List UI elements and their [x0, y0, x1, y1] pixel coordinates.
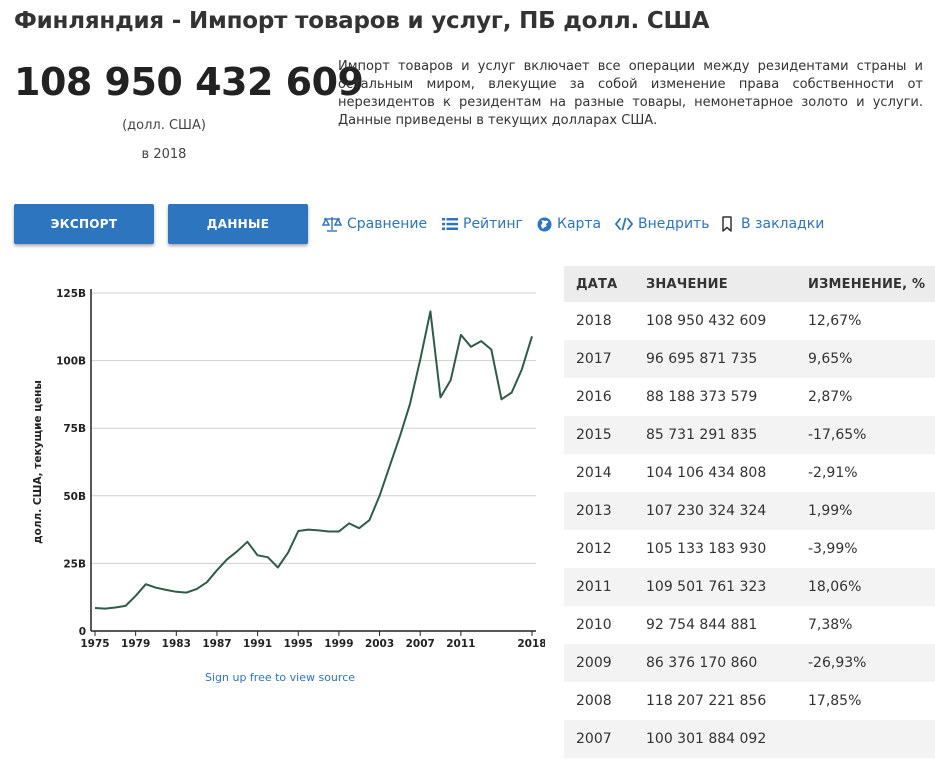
- y-tick-label: 25B: [63, 558, 86, 570]
- data-table: ДАТА ЗНАЧЕНИЕ ИЗМЕНЕНИЕ, % 2018 108 950 4…: [564, 266, 935, 758]
- x-tick-label: 1991: [243, 638, 272, 650]
- table-row: 2007 100 301 884 092: [564, 720, 935, 758]
- scales-icon: [322, 217, 342, 232]
- bookmark-label: В закладки: [741, 216, 825, 232]
- row-change: 9,65%: [808, 351, 853, 367]
- code-icon: [615, 217, 633, 231]
- row-change: 17,85%: [808, 693, 862, 709]
- table-row: 2012 105 133 183 930 -3,99%: [564, 530, 935, 568]
- row-date: 2010: [576, 617, 612, 633]
- row-date: 2014: [576, 465, 612, 481]
- indicator-description: Импорт товаров и услуг включает все опер…: [338, 59, 923, 128]
- row-value: 109 501 761 323: [646, 579, 767, 595]
- rating-link[interactable]: Рейтинг: [442, 214, 523, 234]
- map-link[interactable]: Карта: [537, 214, 601, 234]
- compare-link[interactable]: Сравнение: [322, 214, 427, 234]
- table-body: 2018 108 950 432 609 12,67% 2017 96 695 871 …: [564, 302, 935, 758]
- headline-value: 108 950 432 609: [14, 60, 364, 104]
- x-tick-label: 2003: [365, 638, 394, 650]
- compare-label: Сравнение: [347, 216, 428, 232]
- row-change: 12,67%: [808, 313, 862, 329]
- table-row: 2018 108 950 432 609 12,67%: [564, 302, 935, 340]
- row-date: 2009: [576, 655, 612, 671]
- x-tick-label: 1987: [202, 638, 231, 650]
- x-tick-label: 2011: [446, 638, 475, 650]
- table-row: 2015 85 731 291 835 -17,65%: [564, 416, 935, 454]
- x-tick-label: 1995: [284, 638, 313, 650]
- x-tick-label: 1999: [324, 638, 353, 650]
- row-value: 108 950 432 609: [646, 313, 767, 329]
- row-date: 2017: [576, 351, 612, 367]
- row-date: 2015: [576, 427, 612, 443]
- table-row: 2011 109 501 761 323 18,06%: [564, 568, 935, 606]
- row-date: 2018: [576, 313, 612, 329]
- row-value: 100 301 884 092: [646, 731, 767, 747]
- row-change: 18,06%: [808, 579, 862, 595]
- y-tick-label: 50B: [63, 491, 86, 503]
- row-change: -2,91%: [808, 465, 858, 481]
- embed-link[interactable]: Внедрить: [615, 214, 709, 234]
- row-value: 92 754 844 881: [646, 617, 758, 633]
- row-value: 104 106 434 808: [646, 465, 767, 481]
- row-date: 2008: [576, 693, 612, 709]
- row-date: 2012: [576, 541, 612, 557]
- imports-line-chart: 0 25B 50B 75B 100B 125B 1975 1979 1983 1987 1991 19…: [32, 288, 545, 650]
- x-tick-label: 2007: [406, 638, 435, 650]
- data-button[interactable]: ДАННЫЕ: [168, 204, 308, 244]
- table-row: 2013 107 230 324 324 1,99%: [564, 492, 935, 530]
- table-header: ДАТА ЗНАЧЕНИЕ ИЗМЕНЕНИЕ, %: [564, 266, 935, 302]
- map-label: Карта: [557, 216, 602, 232]
- row-change: -26,93%: [808, 655, 867, 671]
- list-icon: [442, 218, 458, 230]
- row-value: 88 188 373 579: [646, 389, 758, 405]
- x-tick-label: 2018: [517, 638, 545, 650]
- row-change: 2,87%: [808, 389, 853, 405]
- header-value: ЗНАЧЕНИЕ: [646, 276, 728, 292]
- bookmark-link[interactable]: В закладки: [720, 214, 824, 234]
- embed-label: Внедрить: [638, 216, 710, 232]
- imports-series-line: [94, 310, 533, 610]
- row-value: 96 695 871 735: [646, 351, 758, 367]
- x-tick-label: 1983: [162, 638, 191, 650]
- row-value: 107 230 324 324: [646, 503, 767, 519]
- row-change: -17,65%: [808, 427, 867, 443]
- rating-label: Рейтинг: [463, 216, 523, 232]
- row-value: 86 376 170 860: [646, 655, 758, 671]
- x-tick-label: 1975: [80, 638, 109, 650]
- header-date: ДАТА: [576, 276, 618, 292]
- y-tick-label: 100B: [56, 356, 86, 368]
- table-row: 2008 118 207 221 856 17,85%: [564, 682, 935, 720]
- value-unit: (долл. США): [122, 118, 206, 133]
- globe-icon: [537, 217, 552, 231]
- row-value: 105 133 183 930: [646, 541, 767, 557]
- bookmark-icon: [722, 216, 732, 232]
- table-row: 2009 86 376 170 860 -26,93%: [564, 644, 935, 682]
- chart-source-link[interactable]: Sign up free to view source: [204, 671, 356, 684]
- value-year: в 2018: [141, 147, 187, 162]
- row-date: 2007: [576, 731, 612, 747]
- y-tick-label: 75B: [63, 423, 86, 435]
- y-tick-label: 125B: [56, 288, 86, 300]
- x-tick-label: 1979: [121, 638, 150, 650]
- row-date: 2011: [576, 579, 612, 595]
- export-button[interactable]: ЭКСПОРТ: [14, 204, 154, 244]
- row-change: 1,99%: [808, 503, 853, 519]
- y-axis-label: долл. США, текущие цены: [32, 380, 44, 544]
- row-date: 2016: [576, 389, 612, 405]
- table-row: 2014 104 106 434 808 -2,91%: [564, 454, 935, 492]
- page-title: Финляндия - Импорт товаров и услуг, ПБ д…: [14, 8, 710, 34]
- header-change: ИЗМЕНЕНИЕ, %: [808, 276, 926, 292]
- row-value: 85 731 291 835: [646, 427, 758, 443]
- table-row: 2010 92 754 844 881 7,38%: [564, 606, 935, 644]
- y-tick-label: 0: [79, 626, 86, 638]
- row-change: 7,38%: [808, 617, 853, 633]
- row-date: 2013: [576, 503, 612, 519]
- row-change: -3,99%: [808, 541, 858, 557]
- table-row: 2016 88 188 373 579 2,87%: [564, 378, 935, 416]
- row-value: 118 207 221 856: [646, 693, 767, 709]
- table-row: 2017 96 695 871 735 9,65%: [564, 340, 935, 378]
